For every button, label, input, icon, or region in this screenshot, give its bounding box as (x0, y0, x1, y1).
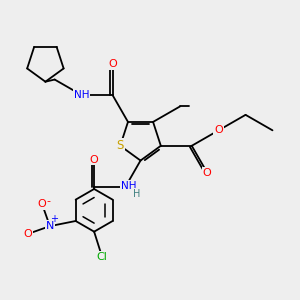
Text: O: O (214, 125, 223, 135)
Text: NH: NH (74, 90, 89, 100)
Text: N: N (46, 221, 54, 231)
Text: -: - (46, 196, 50, 206)
Text: O: O (203, 168, 212, 178)
Text: O: O (23, 229, 32, 239)
Text: O: O (108, 59, 117, 69)
Text: Cl: Cl (97, 252, 107, 262)
Text: NH: NH (121, 181, 136, 191)
Text: +: + (50, 214, 58, 224)
Text: O: O (38, 199, 46, 209)
Text: O: O (90, 154, 98, 165)
Text: S: S (116, 139, 124, 152)
Text: H: H (133, 189, 140, 199)
